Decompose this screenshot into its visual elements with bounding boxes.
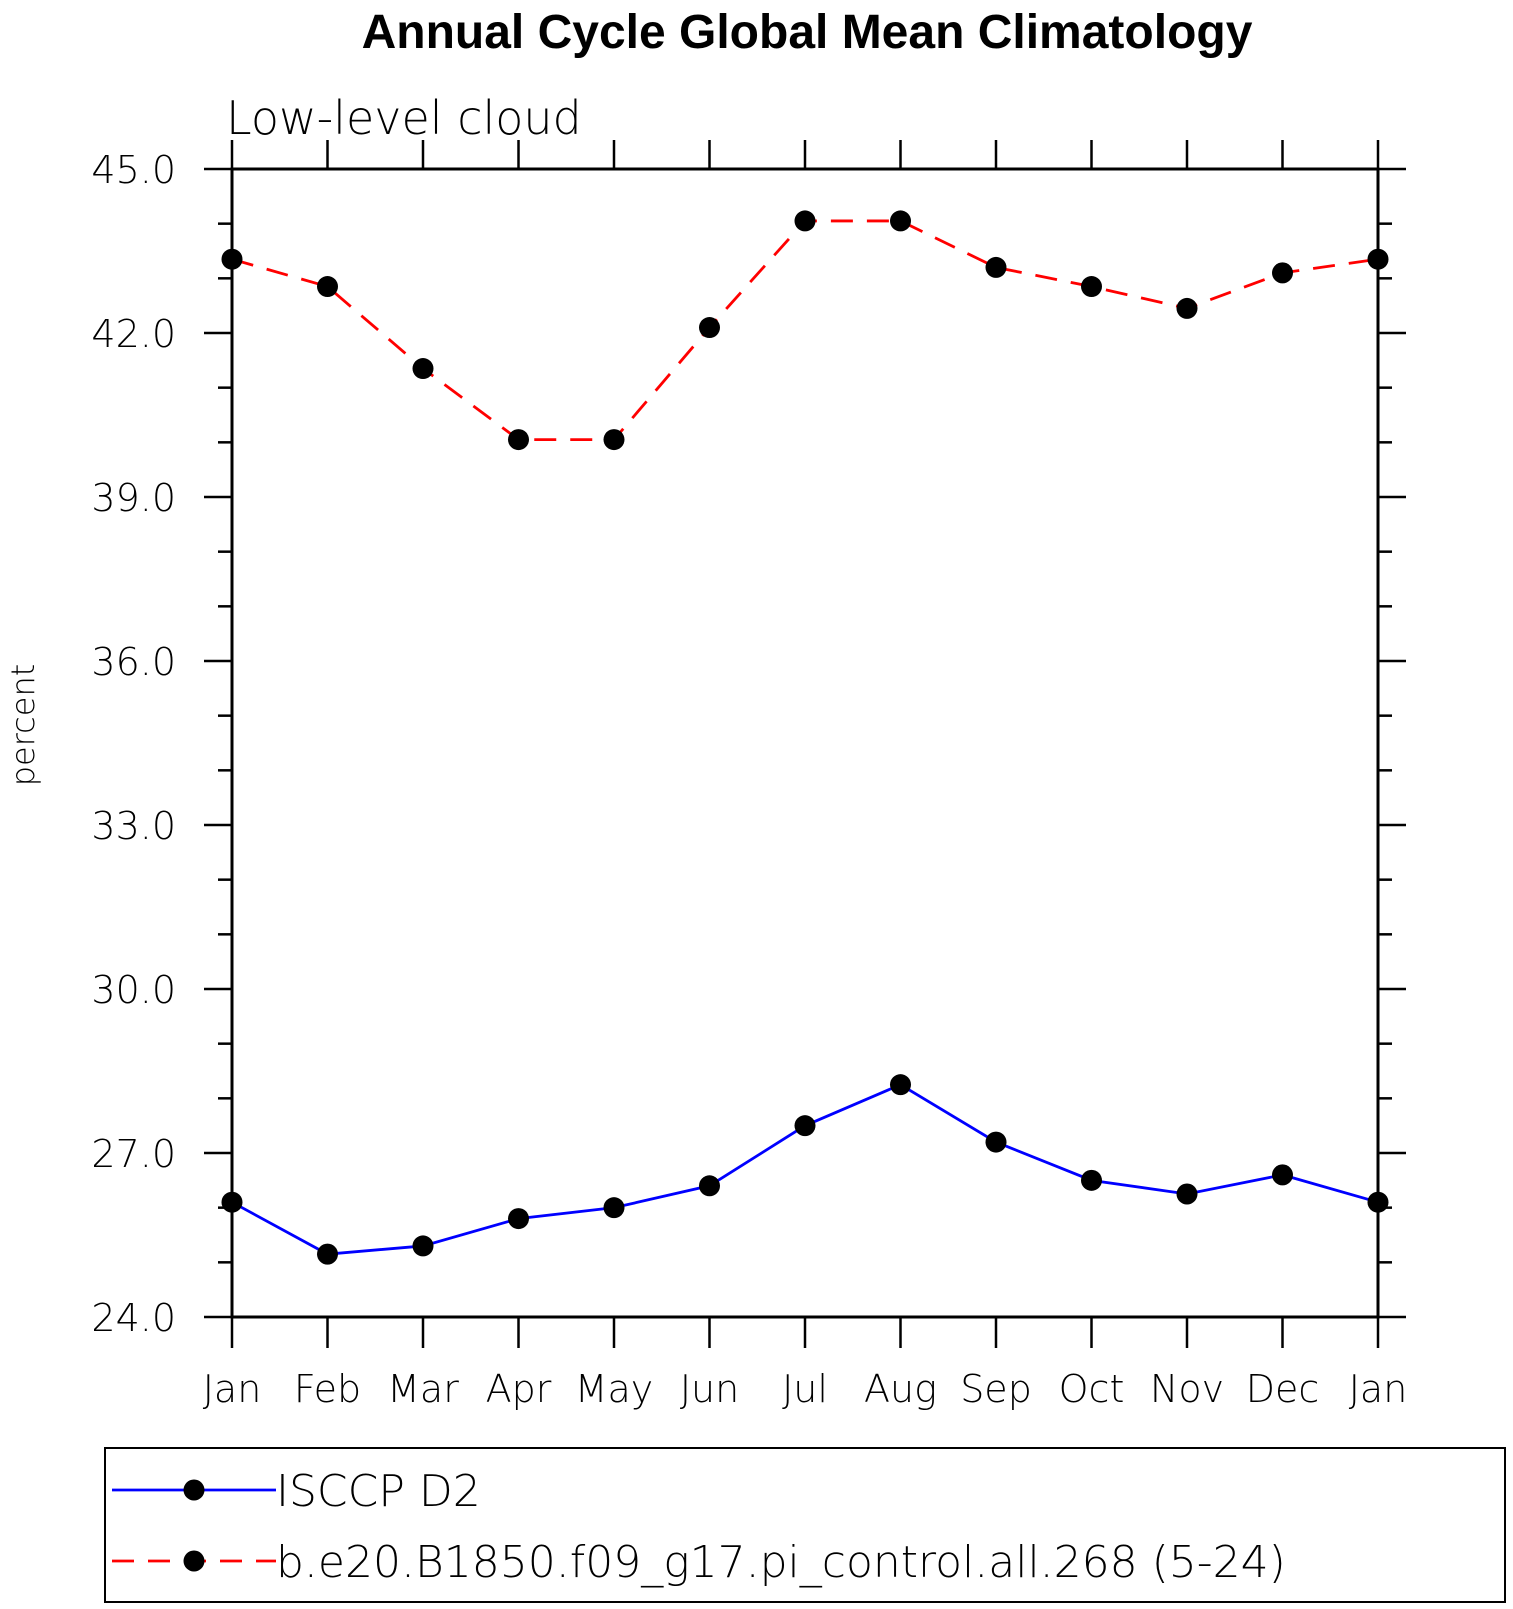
series-line (231, 219, 1379, 442)
x-tick-label: Jul (782, 1367, 828, 1411)
plot-frame (230, 167, 1380, 1319)
data-point (985, 256, 1007, 278)
legend-marker (183, 1479, 205, 1501)
x-tick-label: Dec (1246, 1367, 1320, 1411)
data-point (412, 358, 434, 380)
legend: ISCCP D2 b.e20.B1850.f09_g17.pi_control.a… (104, 1447, 1506, 1603)
y-tick-label: 24.0 (91, 1296, 176, 1340)
y-tick-label: 33.0 (91, 804, 176, 848)
x-tick-label: Sep (960, 1367, 1032, 1411)
x-tick-label: Jan (203, 1367, 262, 1411)
data-point (317, 1243, 338, 1265)
legend-label: ISCCP D2 (276, 1466, 481, 1517)
data-point (603, 1197, 625, 1219)
data-point (985, 1131, 1007, 1153)
y-ticks: 24.0 27.0 30.0 33.0 36.0 39.0 42.0 45.0 (91, 148, 1406, 1340)
data-point (603, 429, 625, 451)
data-point (699, 1175, 720, 1197)
chart-title: Annual Cycle Global Mean Climatology (362, 6, 1253, 59)
y-axis-label: percent (4, 664, 42, 787)
data-point (1272, 262, 1293, 284)
data-point (317, 276, 338, 298)
y-tick-label: 27.0 (91, 1132, 176, 1176)
legend-box (104, 1447, 1506, 1603)
data-point (1367, 1191, 1389, 1213)
legend-label: b.e20.B1850.f09_g17.pi_control.all.268 (… (276, 1537, 1286, 1588)
x-tick-label: Mar (387, 1367, 459, 1411)
data-point (794, 1115, 816, 1137)
data-point (221, 248, 243, 270)
data-point (890, 1074, 911, 1096)
data-point (794, 210, 816, 232)
data-point (221, 1191, 243, 1213)
data-point (412, 1235, 434, 1257)
x-ticks: Jan Feb Mar Apr May Jun Jul Aug Sep Oct Nov Dec Jan (203, 140, 1408, 1411)
series-line (231, 1083, 1379, 1256)
x-tick-label: Aug (864, 1367, 937, 1411)
x-tick-label: Jan (1349, 1367, 1408, 1411)
x-tick-label: Nov (1150, 1367, 1224, 1411)
data-point (1081, 1169, 1102, 1191)
data-point (1081, 276, 1102, 298)
y-tick-label: 45.0 (91, 148, 176, 192)
x-tick-label: May (575, 1367, 654, 1411)
x-tick-label: Oct (1059, 1367, 1125, 1411)
x-tick-label: Feb (294, 1367, 361, 1411)
y-tick-label: 36.0 (91, 640, 176, 684)
chart-subtitle: Low-level cloud (226, 91, 582, 145)
data-point (890, 210, 911, 232)
data-point (508, 1208, 529, 1230)
data-point (699, 317, 720, 339)
legend-marker (183, 1550, 205, 1572)
data-point (1367, 248, 1389, 270)
x-tick-label: Apr (486, 1367, 552, 1411)
data-point (1176, 297, 1198, 319)
legend-items: ISCCP D2 b.e20.B1850.f09_g17.pi_control.a… (112, 1466, 1286, 1588)
y-tick-label: 42.0 (91, 312, 176, 356)
y-tick-label: 39.0 (91, 476, 176, 520)
data-point (1176, 1183, 1198, 1205)
x-tick-label: Jun (680, 1367, 739, 1411)
y-tick-label: 30.0 (91, 968, 176, 1012)
data-point (508, 429, 529, 451)
series-layer (221, 210, 1389, 1265)
data-point (1272, 1164, 1293, 1186)
